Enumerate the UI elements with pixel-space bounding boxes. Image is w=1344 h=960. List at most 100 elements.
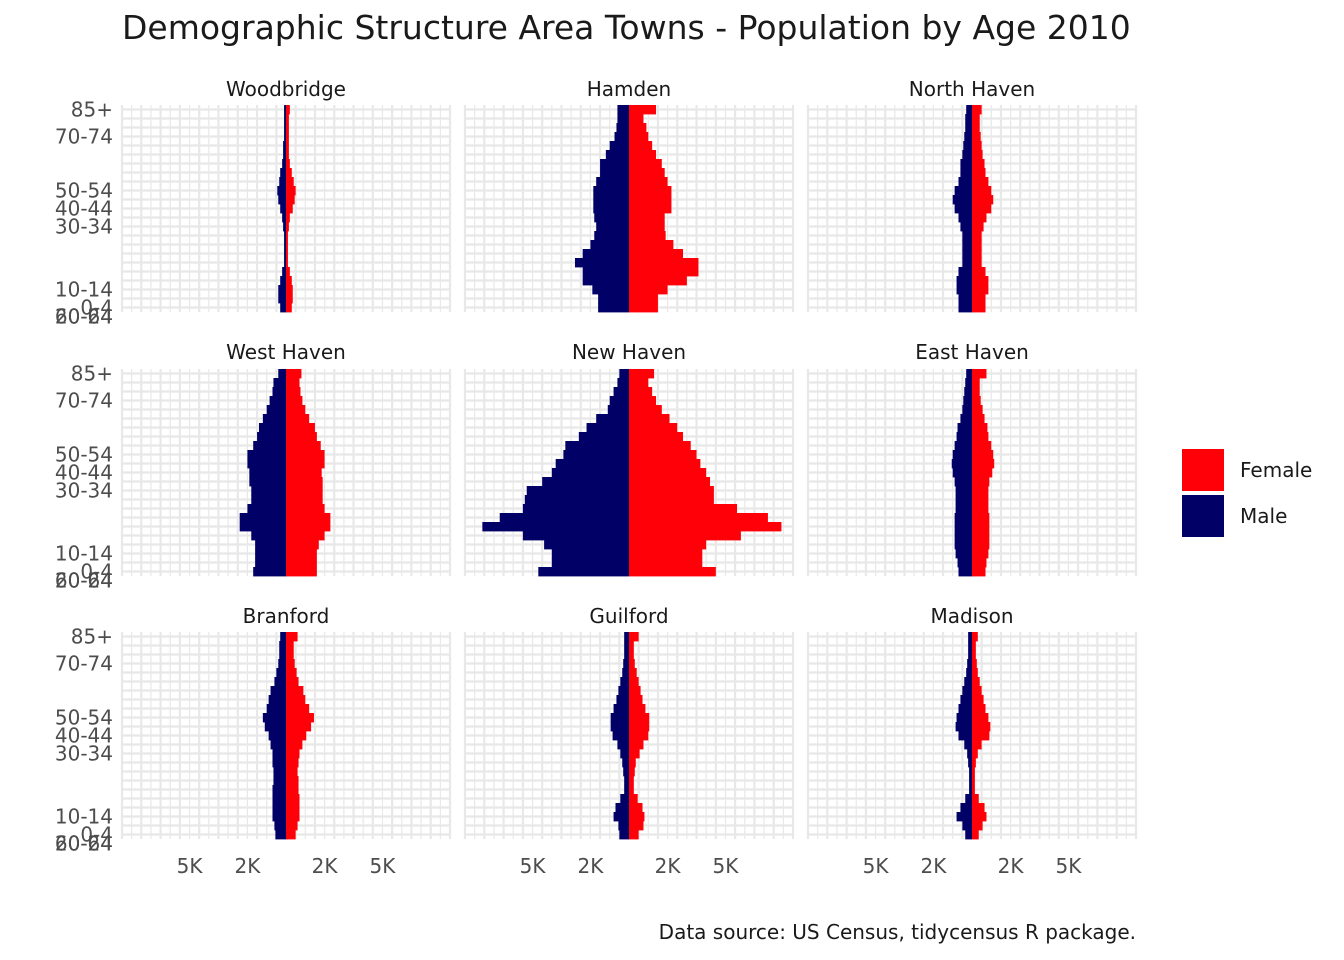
bar-female-madison — [972, 668, 978, 678]
bar-male-hamden — [609, 141, 630, 151]
bar-female-woodbridge — [286, 123, 289, 133]
bar-male-branford — [268, 695, 287, 705]
bar-male-branford — [279, 650, 287, 660]
bar-male-hamden — [596, 222, 630, 232]
bar-female-branford — [286, 812, 300, 822]
facet-guilford: Guilford 5K 2K 2K 5K — [463, 604, 795, 878]
bar-male-west-haven — [272, 387, 287, 397]
bar-female-east-haven — [972, 432, 989, 442]
bar-male-east-haven — [952, 450, 973, 460]
bar-male-branford — [268, 731, 287, 741]
bar-male-west-haven — [239, 522, 287, 532]
bar-male-east-haven — [955, 486, 973, 496]
bar-male-woodbridge — [282, 267, 287, 277]
x-tick-label: 2K — [920, 854, 947, 878]
x-tick-label: 5K — [520, 854, 547, 878]
bar-female-west-haven — [286, 468, 322, 478]
bar-female-new-haven — [629, 567, 716, 577]
bar-female-west-haven — [286, 522, 331, 532]
bar-male-new-haven — [522, 504, 630, 514]
bar-female-madison — [972, 731, 990, 741]
bar-female-new-haven — [629, 432, 684, 442]
bar-female-north-haven — [972, 177, 989, 187]
bar-female-branford — [286, 731, 307, 741]
bar-female-hamden — [629, 267, 699, 277]
y-tick-label: 60-64 — [55, 305, 113, 329]
bar-female-west-haven — [286, 369, 302, 379]
y-tick-label: 50-54 — [55, 706, 113, 730]
facet-title-east-haven: East Haven — [915, 340, 1029, 364]
bar-male-north-haven — [952, 195, 973, 205]
bar-male-east-haven — [954, 531, 973, 541]
bar-male-new-haven — [544, 540, 630, 550]
bar-male-new-haven — [617, 378, 630, 388]
bar-male-north-haven — [962, 249, 973, 259]
bar-female-north-haven — [972, 258, 982, 268]
bar-male-east-haven — [960, 414, 973, 424]
bar-female-new-haven — [629, 531, 741, 541]
bar-female-guilford — [629, 686, 641, 696]
bar-male-guilford — [617, 740, 630, 750]
bar-female-hamden — [629, 177, 668, 187]
bar-female-guilford — [629, 641, 634, 651]
bar-female-north-haven — [972, 303, 986, 313]
bar-female-new-haven — [629, 396, 657, 406]
bar-female-hamden — [629, 150, 657, 160]
bar-female-new-haven — [629, 513, 768, 523]
x-tick-label: 5K — [1056, 854, 1083, 878]
bar-male-east-haven — [956, 432, 973, 442]
bar-male-new-haven — [578, 432, 630, 442]
bar-male-madison — [964, 740, 973, 750]
facet-title-new-haven: New Haven — [572, 340, 686, 364]
bar-male-new-haven — [526, 486, 630, 496]
bar-female-new-haven — [629, 459, 701, 469]
bar-female-woodbridge — [286, 213, 290, 223]
bar-male-branford — [264, 722, 287, 732]
bar-male-branford — [274, 821, 287, 831]
bar-female-branford — [286, 749, 300, 759]
bar-female-new-haven — [629, 450, 697, 460]
bar-male-branford — [262, 713, 287, 723]
bar-female-hamden — [629, 105, 657, 115]
bar-male-branford — [274, 677, 287, 687]
bar-male-madison — [960, 695, 973, 705]
bar-female-guilford — [629, 812, 645, 822]
bar-female-new-haven — [629, 369, 655, 379]
bar-female-west-haven — [286, 414, 310, 424]
bar-male-north-haven — [962, 240, 973, 250]
bar-male-hamden — [574, 258, 630, 268]
bar-female-guilford — [629, 785, 634, 795]
bar-male-east-haven — [955, 495, 973, 505]
bar-female-woodbridge — [286, 105, 290, 115]
bar-female-west-haven — [286, 378, 300, 388]
bar-female-new-haven — [629, 549, 703, 559]
y-tick-label: 60-64 — [55, 569, 113, 593]
x-tick-label: 5K — [177, 854, 204, 878]
bar-female-new-haven — [629, 495, 714, 505]
bar-male-west-haven — [255, 540, 287, 550]
bar-female-woodbridge — [286, 132, 289, 142]
bar-female-hamden — [629, 258, 699, 268]
y-tick-label: 0-4 — [80, 823, 113, 847]
facet-title-woodbridge: Woodbridge — [226, 77, 346, 101]
bar-male-north-haven — [960, 168, 973, 178]
bar-female-branford — [286, 650, 294, 660]
bar-male-north-haven — [960, 222, 973, 232]
y-tick-label: 40-44 — [55, 197, 113, 221]
bar-male-madison — [958, 731, 973, 741]
bar-male-woodbridge — [277, 186, 287, 196]
bar-female-hamden — [629, 168, 665, 178]
bar-female-woodbridge — [286, 231, 288, 241]
bar-female-branford — [286, 758, 299, 768]
bar-female-east-haven — [972, 495, 989, 505]
bar-male-hamden — [582, 249, 630, 259]
bar-female-madison — [972, 722, 991, 732]
bar-female-new-haven — [629, 522, 782, 532]
bar-male-east-haven — [954, 540, 973, 550]
bar-male-branford — [270, 740, 287, 750]
bar-female-guilford — [629, 632, 639, 642]
bar-female-guilford — [629, 830, 639, 840]
bar-male-new-haven — [542, 477, 630, 487]
bar-male-branford — [272, 794, 287, 804]
